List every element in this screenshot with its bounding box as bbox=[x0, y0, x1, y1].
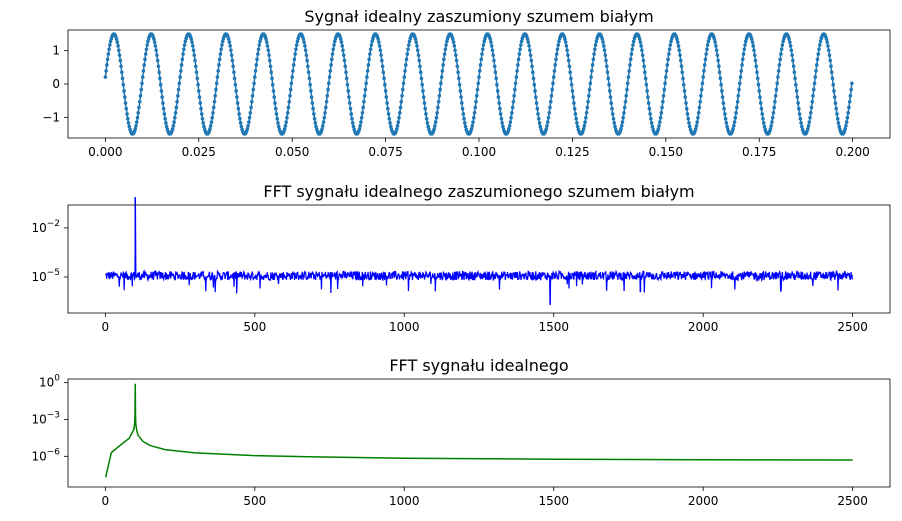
chart-title: FFT sygnału idealnego bbox=[389, 356, 568, 375]
x-tick-label: 0.100 bbox=[462, 145, 496, 159]
x-tick-label: 0.175 bbox=[742, 145, 776, 159]
x-tick-label: 0.025 bbox=[182, 145, 216, 159]
x-tick-label: 0.050 bbox=[275, 145, 309, 159]
panel-ideal-fft: FFT sygnału idealnego 0 500 1000 1500 2000 25… bbox=[31, 356, 891, 508]
x-tick-label: 1000 bbox=[389, 320, 420, 334]
x-tick-label: 0.075 bbox=[368, 145, 402, 159]
axes-frame bbox=[67, 204, 891, 314]
fft-ideal-line bbox=[104, 383, 853, 478]
axes-frame bbox=[67, 378, 891, 488]
y-tick-label: 100 bbox=[39, 374, 60, 390]
y-tick-exponent: 0 bbox=[54, 374, 60, 384]
y-tick-exponent: −3 bbox=[47, 411, 60, 421]
y-tick-label: 10−5 bbox=[31, 268, 60, 284]
y-tick-label: 10−2 bbox=[31, 219, 60, 235]
axis-ticks: 0.000 0.025 0.050 0.075 0.100 0.125 0.150 0.175… bbox=[42, 44, 870, 159]
fft-noisy-series bbox=[105, 197, 853, 305]
signal-samples bbox=[103, 32, 854, 136]
x-tick-label: 2500 bbox=[837, 494, 868, 508]
x-tick-label: 2000 bbox=[688, 494, 719, 508]
x-tick-label: 0.200 bbox=[835, 145, 869, 159]
fft-noisy-line bbox=[105, 197, 853, 305]
x-tick-label: 0.125 bbox=[555, 145, 589, 159]
x-tick-label: 0.150 bbox=[649, 145, 683, 159]
y-tick-exponent: −2 bbox=[47, 219, 60, 229]
y-tick-exponent: −5 bbox=[47, 268, 60, 278]
x-tick-label: 2000 bbox=[688, 320, 719, 334]
x-tick-label: 1500 bbox=[538, 494, 569, 508]
chart-title: Sygnał idealny zaszumiony szumem białym bbox=[304, 7, 653, 26]
y-tick-label: 0 bbox=[52, 77, 60, 91]
signal-markers bbox=[103, 32, 854, 136]
panel-noisy-fft: FFT sygnału idealnego zaszumionego szume… bbox=[31, 182, 891, 334]
y-tick-base: 10 bbox=[31, 413, 46, 427]
x-tick-label: 2500 bbox=[837, 320, 868, 334]
y-tick-label: 10−3 bbox=[31, 411, 60, 427]
x-tick-label: 1500 bbox=[538, 320, 569, 334]
y-tick-base: 10 bbox=[31, 449, 46, 463]
x-tick-label: 0 bbox=[102, 494, 110, 508]
x-tick-label: 500 bbox=[243, 494, 266, 508]
x-tick-label: 0.000 bbox=[88, 145, 122, 159]
y-tick-exponent: −6 bbox=[47, 447, 61, 457]
x-tick-label: 500 bbox=[243, 320, 266, 334]
fft-ideal-series bbox=[104, 383, 853, 478]
panel-time-signal: Sygnał idealny zaszumiony szumem białym … bbox=[42, 7, 891, 159]
chart-title: FFT sygnału idealnego zaszumionego szume… bbox=[263, 182, 694, 201]
y-tick-base: 10 bbox=[39, 376, 54, 390]
y-tick-base: 10 bbox=[31, 270, 46, 284]
y-tick-label: 1 bbox=[52, 44, 60, 58]
x-tick-label: 0 bbox=[102, 320, 110, 334]
y-tick-base: 10 bbox=[31, 221, 46, 235]
x-tick-label: 1000 bbox=[389, 494, 420, 508]
y-tick-label: 10−6 bbox=[31, 447, 60, 463]
y-tick-label: −1 bbox=[42, 110, 60, 124]
